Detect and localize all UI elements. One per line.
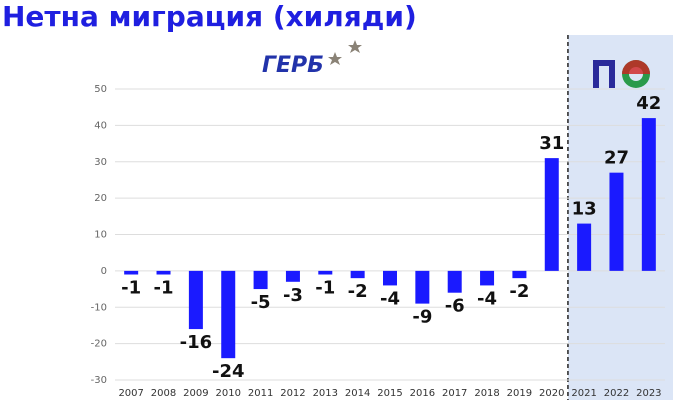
x-tick-label: 2020 [539,388,564,399]
value-label: -9 [412,307,432,328]
y-tick-label: 40 [94,120,107,131]
value-label: -1 [315,278,335,299]
value-label: 27 [604,148,629,169]
value-label: -1 [121,278,141,299]
y-tick-label: -30 [91,375,107,386]
bar [350,270,365,279]
x-tick-label: 2008 [151,388,176,399]
y-tick-label: 20 [94,193,107,204]
bar [285,270,300,282]
bar [221,270,236,359]
value-label: -2 [509,281,529,302]
y-tick-label: -10 [91,302,107,313]
x-tick-label: 2016 [410,388,435,399]
x-tick-label: 2013 [313,388,338,399]
x-tick-label: 2018 [474,388,499,399]
gerb-logo: ГЕРБ [262,40,362,78]
y-tick-label: 10 [94,230,107,241]
value-label: 31 [539,133,564,154]
value-label: -1 [154,278,174,299]
value-label: -2 [348,281,368,302]
bar [156,270,171,275]
bar [318,270,333,275]
value-label: 42 [636,93,661,114]
value-label: -3 [283,285,303,306]
value-label: 13 [572,199,597,220]
bar [383,270,397,286]
chart-title: Нетна миграция (хиляди) [2,0,417,33]
x-tick-label: 2021 [571,388,596,399]
x-tick-label: 2015 [377,388,402,399]
bar [544,158,559,271]
bar [415,270,430,304]
y-tick-label: 50 [94,84,107,95]
value-label: -6 [445,296,465,317]
value-label: -5 [251,292,271,313]
value-label: -16 [180,332,213,353]
bar [188,270,203,330]
value-label: -24 [212,361,245,382]
bar [480,270,495,286]
value-label: -4 [380,288,400,309]
x-tick-label: 2022 [604,388,629,399]
bar [124,270,139,275]
bar [641,118,656,271]
bar [253,270,268,290]
x-tick-label: 2007 [118,388,143,399]
x-tick-label: 2019 [507,388,532,399]
x-tick-label: 2012 [280,388,305,399]
x-tick-label: 2014 [345,388,370,399]
x-tick-label: 2010 [216,388,241,399]
bar [609,172,624,271]
bar [512,270,527,279]
y-tick-label: 0 [101,266,107,277]
pp-logo [593,60,650,88]
y-tick-label: 30 [94,157,107,168]
bar [577,223,592,271]
value-label: -4 [477,288,497,309]
x-tick-label: 2011 [248,388,273,399]
x-tick-label: 2009 [183,388,208,399]
logo-text: ГЕРБ [262,53,324,78]
x-tick-label: 2017 [442,388,467,399]
y-tick-label: -20 [91,339,107,350]
bar [447,270,462,293]
x-tick-label: 2023 [636,388,661,399]
